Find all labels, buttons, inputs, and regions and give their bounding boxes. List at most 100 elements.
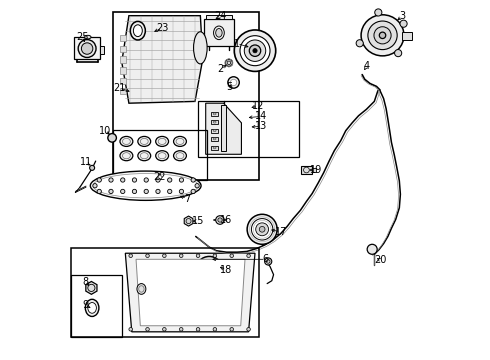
Circle shape [213,328,217,331]
Text: 5: 5 [226,82,232,92]
Circle shape [394,50,402,57]
Text: 17: 17 [274,227,287,237]
Bar [206,15,232,19]
Ellipse shape [120,136,133,147]
Ellipse shape [120,151,133,161]
Bar [120,57,126,63]
Text: 1: 1 [234,39,240,49]
Text: 22: 22 [154,172,166,182]
Text: 20: 20 [374,255,387,265]
Circle shape [265,258,272,265]
Bar [301,166,312,174]
Ellipse shape [379,32,386,39]
Circle shape [247,254,250,257]
Polygon shape [206,103,242,154]
Ellipse shape [194,32,207,64]
Bar [211,146,218,150]
Circle shape [146,254,149,257]
Bar [312,168,316,172]
Ellipse shape [368,21,397,50]
Polygon shape [122,16,203,103]
Bar [120,46,126,52]
Circle shape [256,223,269,236]
Ellipse shape [216,28,222,37]
Bar [204,19,234,46]
Circle shape [93,184,97,188]
Text: 14: 14 [255,111,267,121]
Circle shape [196,254,200,257]
Bar [120,67,126,73]
Ellipse shape [361,15,404,56]
Bar [220,105,226,152]
Circle shape [97,178,101,182]
Circle shape [356,40,363,47]
Circle shape [144,178,148,182]
Text: 25: 25 [76,32,89,42]
Circle shape [204,265,214,275]
Circle shape [218,218,222,222]
Circle shape [121,189,125,194]
Circle shape [179,254,183,257]
Circle shape [191,178,196,182]
Text: 16: 16 [220,215,233,225]
Ellipse shape [137,284,146,294]
Polygon shape [86,282,97,294]
Circle shape [230,79,237,86]
Circle shape [234,30,276,71]
Text: 12: 12 [252,101,264,111]
Circle shape [121,178,125,182]
Circle shape [196,256,223,284]
Circle shape [253,49,257,53]
Ellipse shape [156,136,169,147]
Ellipse shape [156,151,169,161]
Circle shape [81,43,93,54]
Bar [211,137,218,141]
Circle shape [245,40,266,62]
Text: 18: 18 [220,265,233,275]
Circle shape [129,254,132,257]
Ellipse shape [90,171,201,201]
Text: 4: 4 [364,62,369,71]
Circle shape [249,45,261,57]
Circle shape [228,77,239,88]
Circle shape [156,189,160,194]
Circle shape [163,254,166,257]
Circle shape [132,178,137,182]
Ellipse shape [138,151,151,161]
Bar [120,35,126,41]
Polygon shape [125,253,255,332]
Bar [211,120,218,124]
Circle shape [179,328,183,331]
Circle shape [109,189,113,194]
Bar [198,102,298,157]
Circle shape [179,189,184,194]
Text: 19: 19 [310,165,322,175]
Bar [211,129,218,133]
Circle shape [375,9,382,16]
Text: 7: 7 [184,194,190,203]
Circle shape [146,328,149,331]
Circle shape [230,328,234,331]
Circle shape [216,216,224,224]
Circle shape [108,134,117,142]
Ellipse shape [88,302,97,313]
Bar [71,248,259,337]
Circle shape [230,254,234,257]
Circle shape [400,20,407,27]
Text: 8: 8 [82,277,88,287]
Circle shape [163,328,166,331]
Text: 21: 21 [113,83,125,93]
Bar [402,32,412,40]
Text: 3: 3 [399,12,405,21]
Circle shape [90,165,95,170]
Ellipse shape [133,25,142,37]
Bar [74,37,100,59]
Circle shape [132,189,137,194]
Circle shape [179,178,184,182]
Ellipse shape [130,21,146,40]
Bar [211,112,218,116]
Text: 15: 15 [192,216,204,226]
Ellipse shape [173,136,186,147]
Text: 6: 6 [263,254,269,264]
Ellipse shape [93,174,198,198]
